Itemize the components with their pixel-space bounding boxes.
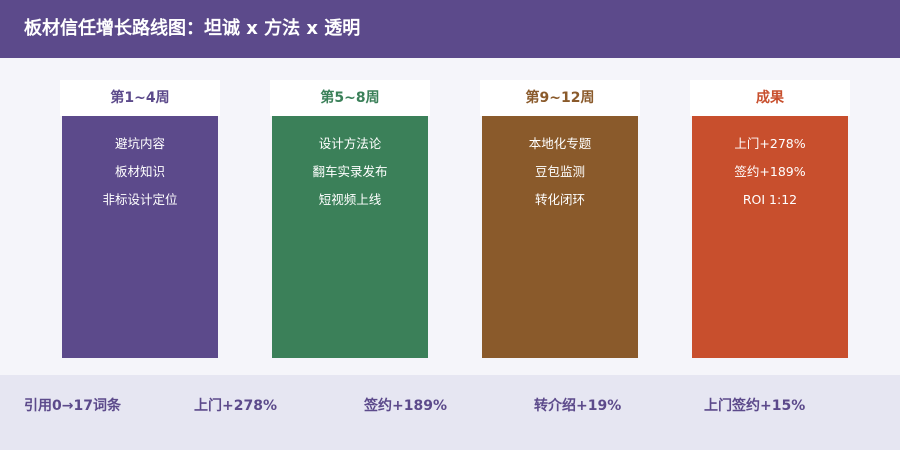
footer-metric: 引用0→17词条	[24, 398, 121, 414]
footer-metric: 签约+189%	[364, 398, 447, 414]
phase-column-1: 第1~4周 避坑内容 板材知识 非标设计定位	[60, 80, 220, 358]
phase-item: 避坑内容	[114, 136, 165, 151]
phase-item: 板材知识	[114, 164, 165, 179]
page-title: 板材信任增长路线图：坦诚 x 方法 x 透明	[24, 18, 361, 39]
phase-body-2: 设计方法论 翻车实录发布 短视频上线	[272, 116, 428, 358]
summary-footer: 引用0→17词条 上门+278% 签约+189% 转介绍+19% 上门签约+15…	[0, 375, 900, 450]
phase-column-3: 第9~12周 本地化专题 豆包监测 转化闭环	[480, 80, 640, 358]
phase-item: 短视频上线	[318, 192, 382, 207]
phase-item: 豆包监测	[534, 164, 585, 179]
phase-body-1: 避坑内容 板材知识 非标设计定位	[62, 116, 218, 358]
phase-header-2: 第5~8周	[270, 80, 430, 116]
results-column: 成果 上门+278% 签约+189% ROI 1:12	[690, 80, 850, 358]
phase-column-2: 第5~8周 设计方法论 翻车实录发布 短视频上线	[270, 80, 430, 358]
phase-item: 非标设计定位	[102, 192, 178, 207]
phase-item: 设计方法论	[318, 136, 382, 151]
footer-metric: 上门+278%	[194, 398, 277, 414]
phase-header-3: 第9~12周	[480, 80, 640, 116]
footer-metric: 上门签约+15%	[704, 398, 806, 414]
phase-item: 翻车实录发布	[312, 164, 388, 179]
result-item: ROI 1:12	[742, 192, 798, 207]
phase-item: 本地化专题	[528, 136, 592, 151]
footer-metric: 转介绍+19%	[534, 398, 622, 414]
results-header: 成果	[690, 80, 850, 116]
header-bar: 板材信任增长路线图：坦诚 x 方法 x 透明	[0, 0, 900, 58]
phase-item: 转化闭环	[534, 192, 585, 207]
phase-header-1: 第1~4周	[60, 80, 220, 116]
result-item: 签约+189%	[734, 164, 806, 179]
phase-body-3: 本地化专题 豆包监测 转化闭环	[482, 116, 638, 358]
results-body: 上门+278% 签约+189% ROI 1:12	[692, 116, 848, 358]
result-item: 上门+278%	[734, 136, 806, 151]
